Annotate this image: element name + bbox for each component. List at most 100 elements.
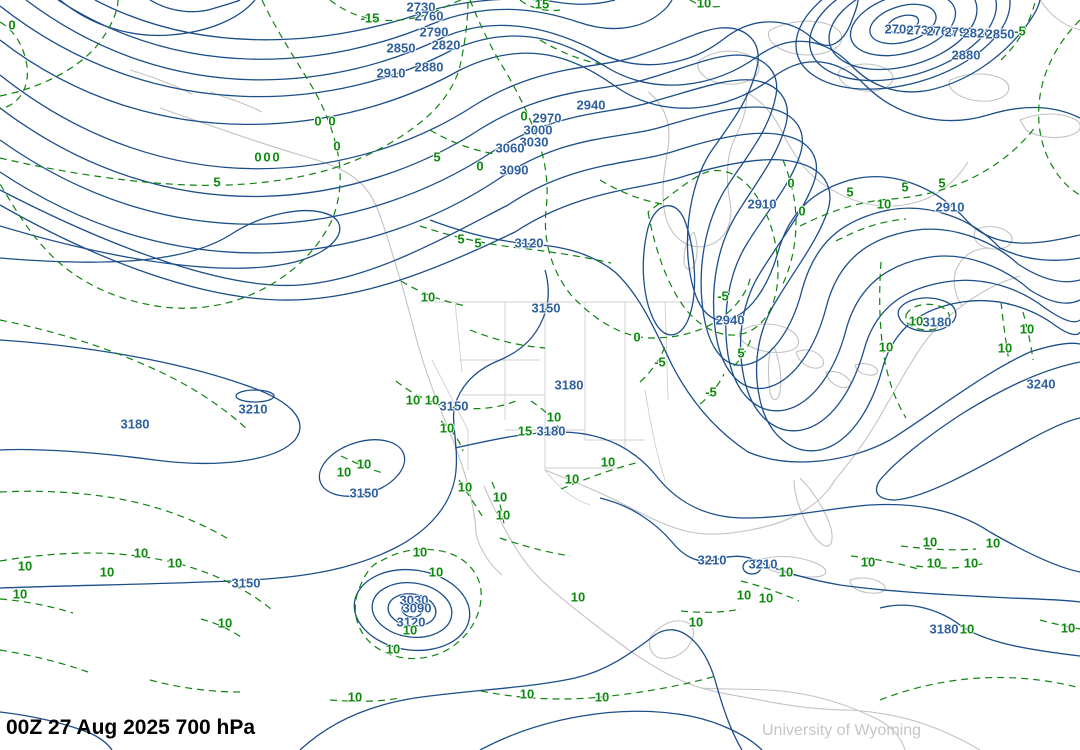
temp-label: 0 — [272, 149, 280, 165]
temp-label: 0 — [333, 138, 341, 154]
temp-label: 10 — [878, 339, 894, 355]
contour-3030 — [0, 159, 1080, 452]
height-label: 3240 — [1026, 376, 1056, 392]
contour-3150-main — [0, 269, 549, 589]
contour-3120 — [429, 219, 1080, 463]
lake-michigan — [767, 346, 782, 401]
height-label: 3030 — [519, 134, 549, 150]
temp-label: 5 — [901, 179, 909, 195]
height-label: 3180 — [922, 314, 952, 330]
height-label: 3210 — [697, 552, 727, 568]
temp-label: 0 — [8, 17, 16, 33]
temp-label: 10 — [1019, 321, 1035, 337]
temp-label: 0 — [787, 175, 795, 191]
contour-3180-se — [879, 604, 1080, 657]
contour-2910 — [0, 54, 1080, 366]
height-label: 3120 — [396, 614, 426, 630]
temp-label: 10 — [778, 564, 794, 580]
temp-label: 5 — [846, 184, 854, 200]
temp-label: -5 — [1014, 23, 1026, 39]
temp-label: 10 — [860, 554, 876, 570]
temp-label: -15 — [360, 10, 380, 26]
central-america-coast — [699, 687, 906, 750]
temp-label: 10 — [570, 589, 586, 605]
height-label: 2880 — [414, 59, 444, 75]
temp-label: 10 — [402, 622, 418, 638]
temp-label: 10 — [963, 555, 979, 571]
temp-label: 10 — [492, 489, 508, 505]
temp-label: 0 — [476, 158, 484, 174]
height-label: 3150 — [531, 300, 561, 316]
height-label: 2730 — [406, 0, 436, 15]
temp-label: 0 — [633, 329, 641, 345]
temp-label: 10 — [439, 420, 455, 436]
temp-label: 5 — [474, 235, 482, 251]
height-label: 2880 — [951, 47, 981, 63]
temp-label: 0 — [314, 113, 322, 129]
height-label: 3210 — [238, 401, 268, 417]
temp-label: 10 — [99, 564, 115, 580]
temp-label: -5 — [705, 384, 717, 400]
height-label: 3180 — [554, 377, 584, 393]
height-label: 2850 — [985, 26, 1015, 42]
temp-label: 10 — [356, 456, 372, 472]
coastline-west — [159, 107, 503, 576]
hudson-bay — [647, 91, 747, 248]
height-label: 3120 — [514, 235, 544, 251]
temp-label: 10 — [594, 689, 610, 705]
coastline-east — [834, 275, 1021, 481]
temp-label: 10 — [495, 507, 511, 523]
hispaniola — [849, 577, 886, 594]
temp-label: 10 — [985, 535, 1001, 551]
yucatan — [648, 620, 695, 659]
contour-bottom-left — [0, 711, 113, 750]
contour-2820 — [0, 0, 1041, 98]
height-label: 3060 — [495, 140, 525, 156]
temp-label: 0 — [520, 108, 528, 124]
height-label: 2940 — [715, 312, 745, 328]
temp-label: 10 — [457, 479, 473, 495]
contour-2790 — [25, 0, 859, 81]
coastline-gulf-east — [544, 469, 836, 535]
temp-label: 10 — [922, 534, 938, 550]
james-bay — [683, 231, 698, 270]
temp-label: 10 — [405, 392, 421, 408]
contour-2730 — [94, 0, 616, 41]
temp-label: 10 — [217, 615, 233, 631]
closed-low-top-right — [795, 0, 1011, 90]
height-label: 3090 — [499, 162, 529, 178]
maritimes-coast — [953, 247, 991, 307]
labrador-coast — [745, 91, 969, 207]
temp-label: 5 — [213, 174, 221, 190]
height-label: 3000 — [523, 122, 553, 138]
trough-hairpin — [0, 209, 341, 269]
height-label: 2760 — [414, 8, 444, 24]
height-label: 2910 — [376, 65, 406, 81]
west-ridge-tongue — [0, 339, 301, 465]
temp-label: 0 — [798, 203, 806, 219]
temp-label: 5 — [938, 175, 946, 191]
contour-2970 — [0, 106, 1080, 412]
height-label: 3090 — [402, 600, 432, 616]
height-label: 2820 — [962, 25, 992, 41]
temp-label: 10 — [420, 289, 436, 305]
height-label: 3150 — [349, 485, 379, 501]
temp-label: 10 — [564, 471, 580, 487]
height-label: 3180 — [120, 416, 150, 432]
height-label: 3150 — [439, 398, 469, 414]
height-label: 2790 — [419, 24, 449, 40]
height-label: 2940 — [576, 97, 606, 113]
temp-label: 0 — [328, 113, 336, 129]
temp-label: 10 — [876, 196, 892, 212]
contour-2940 — [0, 79, 1080, 390]
coastline-gulf-california — [483, 485, 981, 750]
temp-label: 10 — [428, 564, 444, 580]
temp-label: 15 — [517, 423, 533, 439]
height-label: 2730 — [906, 22, 936, 38]
height-label: 2850 — [386, 40, 416, 56]
contour-2850 — [0, 39, 1080, 125]
contour-3000 — [0, 132, 1080, 432]
height-label: 2700 — [884, 21, 914, 37]
